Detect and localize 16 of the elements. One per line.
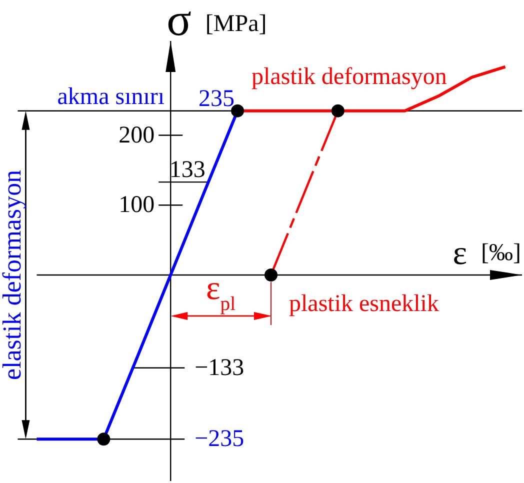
ref-line-label: 235 xyxy=(198,86,235,112)
text: elastik deformasyon xyxy=(0,170,27,380)
y-tick-label: 100 xyxy=(118,192,155,218)
point xyxy=(331,104,344,118)
y-tick-label: 200 xyxy=(118,122,155,148)
x-axis-title: ε [‰] xyxy=(452,234,521,272)
ref-line-label: 133 xyxy=(169,157,206,184)
point xyxy=(264,268,278,282)
ref-line-label: −235 xyxy=(194,426,244,452)
legend-label: plastik esneklik xyxy=(289,290,439,317)
ref-line-label: −133 xyxy=(194,354,244,381)
annotation: akma sınırı xyxy=(57,84,165,110)
y-axis-title: σ [MPa] xyxy=(166,0,267,45)
point xyxy=(97,432,110,446)
series-label: plastik deformasyon xyxy=(252,64,447,90)
annotation: ε$_{pl}$ xyxy=(206,270,236,315)
